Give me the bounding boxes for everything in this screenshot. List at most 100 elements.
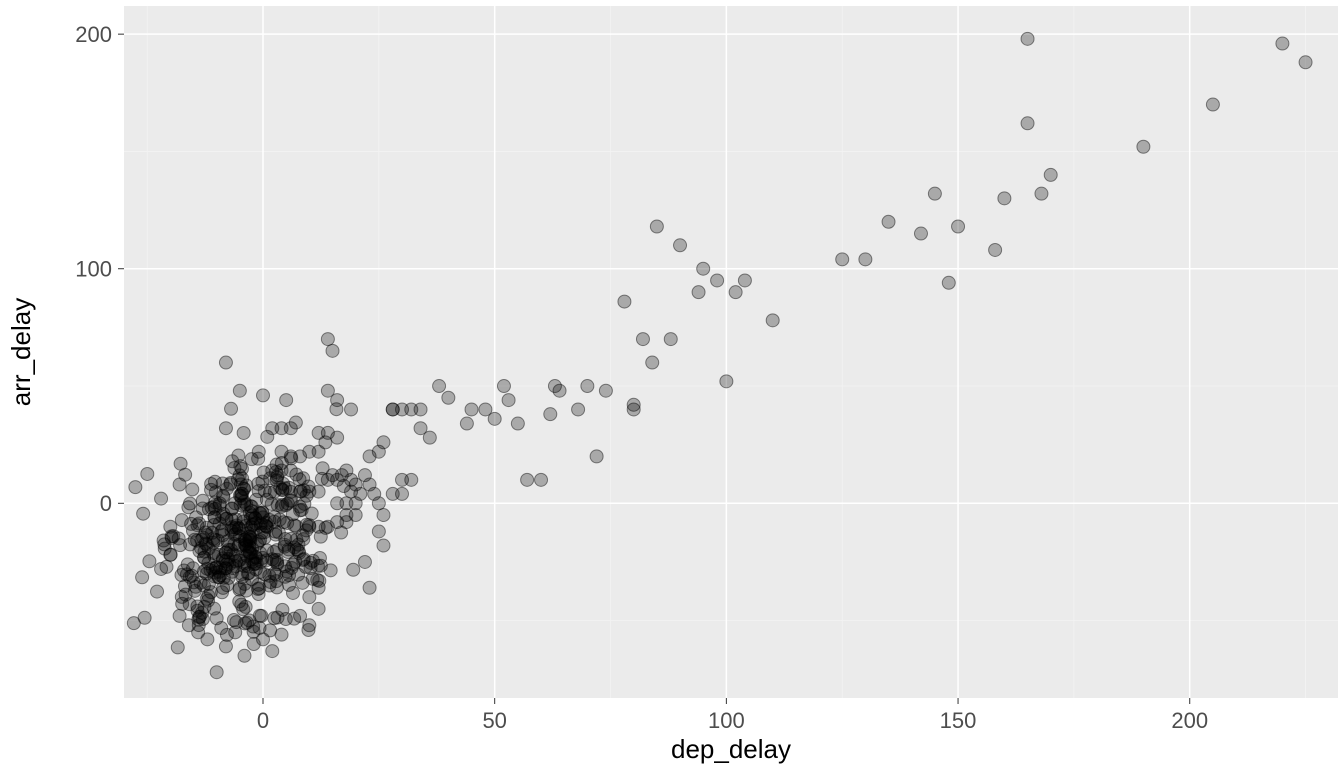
data-point xyxy=(358,555,371,568)
x-tick-label: 200 xyxy=(1171,708,1208,733)
y-axis: 0 100 200 xyxy=(75,22,124,516)
data-point xyxy=(312,581,325,594)
data-point xyxy=(914,227,927,240)
data-point xyxy=(312,445,325,458)
data-point xyxy=(321,333,334,346)
y-tick-label: 200 xyxy=(75,22,112,47)
x-tick-label: 0 xyxy=(257,708,269,733)
chart-svg: 0 50 100 150 200 0 100 200 dep_delay arr_delay xyxy=(0,0,1344,768)
data-point xyxy=(720,375,733,388)
data-point xyxy=(433,380,446,393)
data-point xyxy=(692,286,705,299)
data-point xyxy=(502,394,515,407)
data-point xyxy=(544,408,557,421)
data-point xyxy=(396,487,409,500)
data-point xyxy=(326,344,339,357)
data-point xyxy=(345,403,358,416)
data-point xyxy=(377,436,390,449)
data-point xyxy=(233,384,246,397)
data-point xyxy=(497,380,510,393)
data-point xyxy=(511,417,524,430)
data-point xyxy=(1021,32,1034,45)
data-point xyxy=(674,239,687,252)
data-point xyxy=(590,450,603,463)
data-point xyxy=(1021,117,1034,130)
data-point xyxy=(331,431,344,444)
data-point xyxy=(488,412,501,425)
data-point xyxy=(349,509,362,522)
data-point xyxy=(294,609,307,622)
data-point xyxy=(599,384,612,397)
data-point xyxy=(331,394,344,407)
data-point xyxy=(210,612,223,625)
data-point xyxy=(650,220,663,233)
data-point xyxy=(280,394,293,407)
data-point xyxy=(998,192,1011,205)
x-tick-label: 100 xyxy=(708,708,745,733)
data-point xyxy=(294,504,307,517)
data-point xyxy=(257,633,270,646)
data-point xyxy=(229,626,242,639)
data-point xyxy=(363,581,376,594)
data-point xyxy=(1044,168,1057,181)
data-point xyxy=(164,520,177,533)
data-point xyxy=(460,417,473,430)
y-axis-title: arr_delay xyxy=(6,298,36,406)
x-tick-label: 50 xyxy=(482,708,506,733)
data-point xyxy=(535,473,548,486)
data-point xyxy=(372,497,385,510)
data-point xyxy=(155,562,168,575)
data-point xyxy=(312,602,325,615)
data-point xyxy=(465,403,478,416)
data-point xyxy=(284,422,297,435)
data-point xyxy=(377,509,390,522)
data-point xyxy=(173,478,186,491)
data-point xyxy=(238,649,251,662)
data-point xyxy=(646,356,659,369)
data-point xyxy=(572,403,585,416)
data-point xyxy=(164,548,177,561)
data-point xyxy=(405,473,418,486)
data-point xyxy=(1299,56,1312,69)
x-axis-title: dep_delay xyxy=(671,734,791,764)
data-point xyxy=(618,295,631,308)
data-point xyxy=(155,492,168,505)
data-point xyxy=(275,628,288,641)
data-point xyxy=(738,274,751,287)
data-point xyxy=(766,314,779,327)
data-point xyxy=(219,422,232,435)
x-tick-label: 150 xyxy=(940,708,977,733)
data-point xyxy=(284,464,297,477)
data-point xyxy=(697,262,710,275)
data-point xyxy=(423,431,436,444)
data-point xyxy=(989,243,1002,256)
data-point xyxy=(414,403,427,416)
data-point xyxy=(266,645,279,658)
data-point xyxy=(952,220,965,233)
data-point xyxy=(219,356,232,369)
data-point xyxy=(312,485,325,498)
y-tick-label: 0 xyxy=(100,491,112,516)
data-point xyxy=(257,389,270,402)
data-point xyxy=(882,215,895,228)
data-point xyxy=(627,398,640,411)
data-point xyxy=(386,403,399,416)
data-point xyxy=(836,253,849,266)
data-point xyxy=(1206,98,1219,111)
data-point xyxy=(859,253,872,266)
y-tick-label: 100 xyxy=(75,256,112,281)
data-point xyxy=(219,640,232,653)
data-point xyxy=(1137,140,1150,153)
data-point xyxy=(1276,37,1289,50)
data-point xyxy=(377,539,390,552)
data-point xyxy=(711,274,724,287)
data-point xyxy=(1035,187,1048,200)
data-point xyxy=(553,384,566,397)
data-point xyxy=(636,333,649,346)
data-point xyxy=(729,286,742,299)
data-point xyxy=(521,473,534,486)
data-point xyxy=(581,380,594,393)
data-point xyxy=(210,666,223,679)
data-point xyxy=(928,187,941,200)
data-point xyxy=(664,333,677,346)
